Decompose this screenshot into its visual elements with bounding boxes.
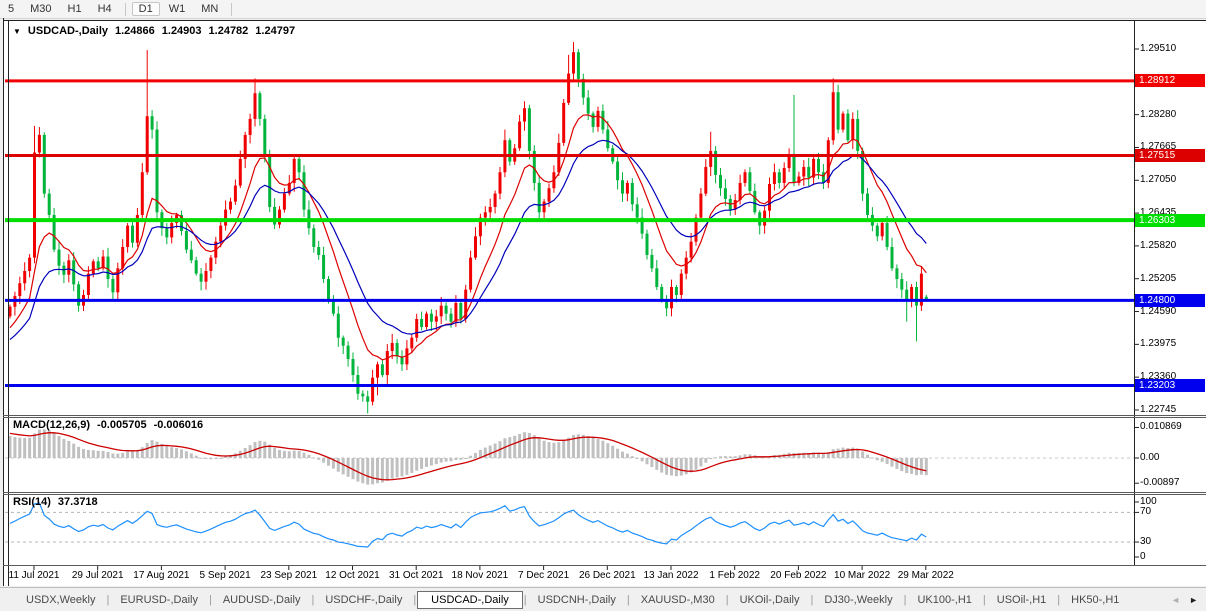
quote-close: 1.24797: [255, 25, 296, 37]
price-tick-label: 1.23975: [1140, 338, 1177, 350]
slow-ma-line: [9, 139, 927, 341]
macd-signal-value: -0.006016: [153, 419, 204, 431]
rsi-tick-label: 100: [1140, 496, 1157, 507]
chart-tab-audusd-daily[interactable]: AUDUSD-,Daily: [222, 593, 301, 606]
date-axis-label: 20 Feb 2022: [770, 570, 827, 581]
date-axis-label: 1 Feb 2022: [709, 570, 760, 581]
rsi-line: [9, 502, 927, 548]
tab-separator: |: [311, 593, 315, 606]
macd-signal-line: [9, 432, 927, 481]
toolbar-separator: [124, 2, 126, 16]
chart-tab-bar: USDX,Weekly | EURUSD-,Daily | AUDUSD-,Daily |…: [0, 587, 1206, 611]
timeframe-button-w1[interactable]: W1: [168, 3, 186, 15]
tab-separator: |: [106, 593, 110, 606]
date-axis-label: 18 Nov 2021: [451, 570, 509, 581]
chart-tab-hk50-h1[interactable]: HK50-,H1: [1071, 593, 1120, 606]
date-axis-label: 29 Jul 2021: [71, 570, 124, 581]
price-tick-label: 1.27665: [1140, 141, 1177, 153]
chart-tab-usdcnh-daily[interactable]: USDCNH-,Daily: [537, 593, 616, 606]
price-line-badge: 1.23203: [1135, 379, 1205, 393]
price-tick-label: 1.25820: [1140, 239, 1177, 251]
tab-separator: |: [523, 593, 527, 606]
price-tick-label: 1.22745: [1140, 403, 1177, 415]
price-tick-label: 1.24590: [1140, 305, 1177, 317]
price-line-badge: 1.24800: [1135, 293, 1205, 307]
chart-tab-xauusd-m30[interactable]: XAUUSD-,M30: [640, 593, 715, 606]
price-tick-label: 1.29510: [1140, 43, 1177, 54]
tab-scroll-arrows: ◄ ►: [1171, 595, 1206, 605]
tab-separator: |: [1057, 593, 1061, 606]
rsi-pane-label: RSI(14) 37.3718: [13, 496, 98, 508]
rsi-tick-label: 0: [1140, 551, 1146, 562]
tab-separator: |: [208, 593, 212, 606]
tab-separator: |: [810, 593, 814, 606]
fast-ma-line: [9, 114, 927, 361]
tab-separator: |: [725, 593, 729, 606]
quote-low: 1.24782: [208, 25, 249, 37]
date-axis-label: 7 Dec 2021: [518, 570, 570, 581]
symbol-dropdown-icon[interactable]: ▼: [13, 26, 21, 36]
toolbar-separator: [231, 2, 233, 16]
date-axis-label: 23 Sep 2021: [260, 570, 318, 581]
chart-tab-usdchf-daily[interactable]: USDCHF-,Daily: [325, 593, 403, 606]
date-axis-label: 31 Oct 2021: [388, 570, 444, 581]
quote-high: 1.24903: [161, 25, 202, 37]
chart-background: [4, 21, 1206, 586]
macd-label: MACD(12,26,9): [13, 419, 91, 431]
tab-separator: |: [982, 593, 986, 606]
tab-separator: |: [626, 593, 630, 606]
price-tick-label: 1.27050: [1140, 174, 1177, 186]
price-line-badge: 1.27515: [1135, 148, 1205, 162]
timeframe-button-h4[interactable]: H4: [97, 3, 112, 15]
macd-value: -0.005705: [97, 419, 147, 431]
chart-tab-usdx-weekly[interactable]: USDX,Weekly: [26, 593, 96, 606]
macd-tick-label: 0.00: [1140, 452, 1160, 463]
chart-tab-uk100-h1[interactable]: UK100-,H1: [917, 593, 972, 606]
chart-title: ▼ USDCAD-,Daily 1.24866 1.24903 1.24782 …: [13, 25, 295, 37]
chart-tab-usdcad-daily[interactable]: USDCAD-,Daily: [417, 590, 523, 609]
price-line-badge: 1.28912: [1135, 74, 1205, 88]
date-axis-label: 29 Mar 2022: [897, 570, 954, 581]
date-axis-label: 12 Oct 2021: [325, 570, 380, 581]
timeframe-button-m30[interactable]: M30: [30, 3, 52, 15]
timeframe-button-h1[interactable]: H1: [67, 3, 82, 15]
chart-tab-usoil-h1[interactable]: USOil-,H1: [996, 593, 1047, 606]
timeframe-button-5[interactable]: 5: [8, 3, 15, 15]
chart-tab-ukoil-daily[interactable]: UKOil-,Daily: [739, 593, 800, 606]
timeframe-button-d1[interactable]: D1: [131, 2, 160, 16]
macd-tick-label: -0.00897: [1140, 477, 1180, 489]
date-axis-label: 13 Jan 2022: [643, 570, 699, 581]
rsi-label: RSI(14): [13, 496, 51, 508]
date-axis-label: 26 Dec 2021: [578, 570, 636, 581]
rsi-tick-label: 30: [1140, 536, 1152, 548]
chart-tab-dj30-weekly[interactable]: DJ30-,Weekly: [824, 593, 893, 606]
price-line-badge: 1.26303: [1135, 213, 1205, 227]
price-tick-label: 1.23360: [1140, 371, 1177, 383]
price-tick-label: 1.28280: [1140, 108, 1177, 120]
macd-pane-label: MACD(12,26,9) -0.005705 -0.006016: [13, 419, 203, 431]
rsi-tick-label: 70: [1140, 506, 1152, 518]
date-axis-label: 5 Sep 2021: [199, 570, 251, 581]
rsi-value: 37.3718: [57, 496, 98, 508]
date-axis-label: 17 Aug 2021: [133, 570, 190, 581]
date-axis-label: 11 Jul 2021: [8, 570, 60, 581]
tab-scroll-left-icon[interactable]: ◄: [1171, 594, 1181, 605]
price-tick-label: 1.25205: [1140, 272, 1177, 284]
date-axis-label: 10 Mar 2022: [834, 570, 891, 581]
tab-separator: |: [903, 593, 907, 606]
tab-separator: |: [413, 593, 417, 606]
tab-scroll-right-icon[interactable]: ►: [1189, 594, 1198, 605]
price-tick-label: 1.26435: [1140, 207, 1177, 219]
chart-title-symbol: USDCAD-,Daily: [27, 25, 108, 37]
timeframe-toolbar: 5 M30 H1 H4 D1 W1 MN: [0, 0, 1206, 19]
quote-open: 1.24866: [115, 25, 155, 37]
timeframe-button-mn[interactable]: MN: [201, 3, 219, 15]
chart-tab-eurusd-daily[interactable]: EURUSD-,Daily: [120, 593, 198, 606]
macd-tick-label: 0.010869: [1140, 421, 1182, 433]
